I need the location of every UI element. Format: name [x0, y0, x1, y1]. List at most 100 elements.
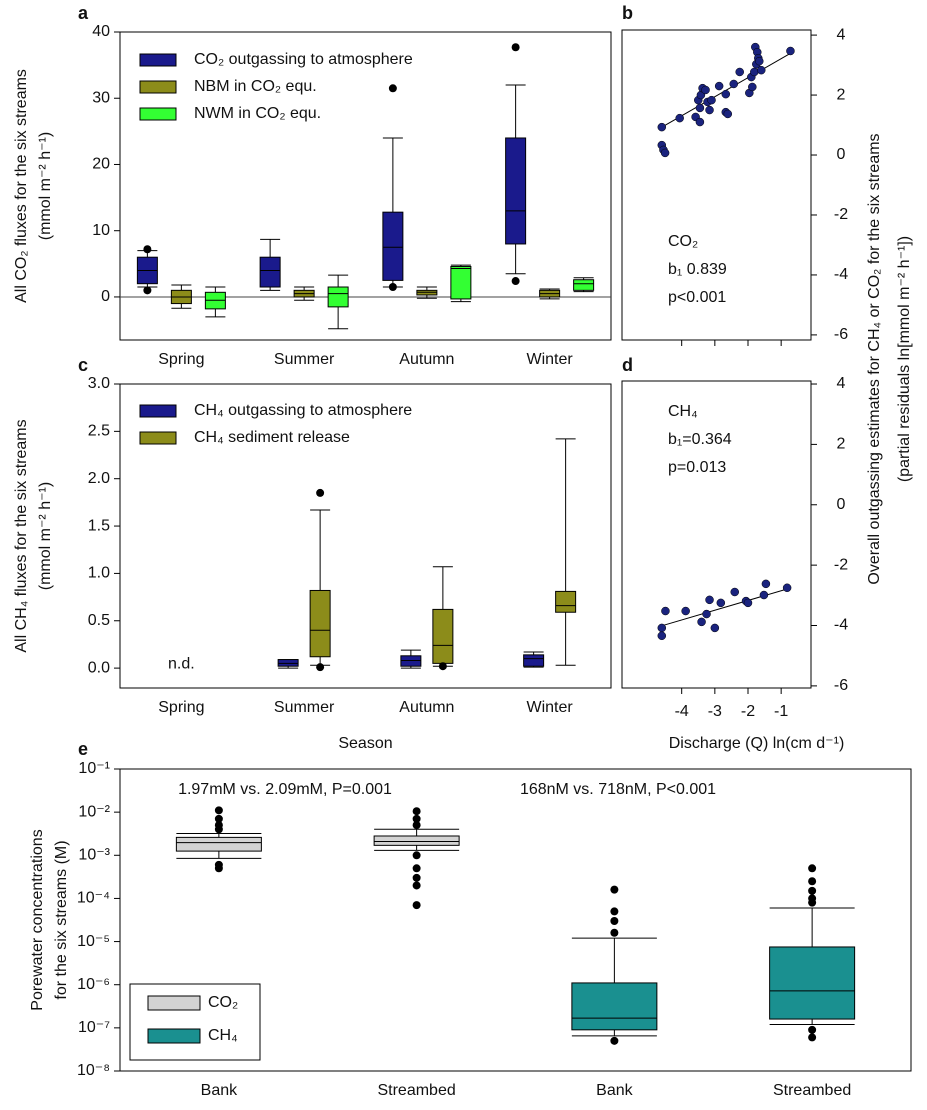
outlier — [316, 488, 325, 497]
y-tick-label: -2 — [834, 206, 848, 223]
x-tick-label: Spring — [158, 699, 204, 716]
x-tick-label: -4 — [675, 703, 689, 720]
x-axis-label: Discharge (Q) ln(cm d⁻¹) — [669, 735, 845, 752]
y-tick-label: 0 — [101, 288, 110, 305]
outlier — [214, 814, 223, 823]
fit-line — [661, 588, 788, 627]
y-tick-label: 2 — [837, 436, 846, 453]
point — [702, 609, 711, 619]
outlier — [214, 806, 223, 815]
plot-frame — [119, 383, 612, 689]
outlier — [808, 886, 817, 895]
box — [523, 654, 545, 667]
point — [657, 631, 667, 641]
legend-label: CO₂ outgassing to atmosphere — [194, 51, 413, 68]
x-tick-label: Spring — [158, 351, 204, 368]
outlier — [214, 864, 223, 873]
y-tick-label: 0 — [837, 496, 846, 513]
y-tick-label: 10⁻⁴ — [77, 890, 110, 907]
y-tick-label: 2.5 — [88, 423, 110, 440]
point — [721, 89, 731, 99]
plot-frame — [119, 768, 912, 1072]
outlier — [412, 851, 421, 860]
outlier — [143, 286, 152, 295]
fit-line — [661, 51, 793, 128]
y-tick-label: 10⁻⁵ — [77, 933, 110, 950]
x-tick-label: Streambed — [377, 1082, 455, 1099]
outlier — [610, 916, 619, 925]
panel-label: c — [78, 355, 88, 375]
y-tick-label: 10⁻¹ — [78, 760, 110, 777]
y-tick-label: 1.0 — [88, 565, 110, 582]
outlier — [808, 877, 817, 886]
legend-label: CH₄ outgassing to atmosphere — [194, 402, 412, 419]
x-tick-label: Autumn — [399, 699, 454, 716]
box — [327, 286, 349, 308]
panel-label: b — [622, 3, 633, 23]
plot-frame — [119, 31, 612, 341]
y-tick-label: 10⁻³ — [78, 847, 110, 864]
outlier — [316, 663, 325, 672]
y-tick-label: -4 — [834, 617, 848, 634]
panel-label: d — [622, 355, 633, 375]
point — [748, 82, 757, 92]
y-axis-label: (mmol m⁻² h⁻¹) — [37, 132, 54, 240]
note: n.d. — [168, 655, 195, 672]
annotation: 1.97mM vs. 2.09mM, P=0.001 — [178, 781, 392, 798]
y-tick-label: 2.0 — [88, 470, 110, 487]
annotation: p<0.001 — [668, 289, 726, 306]
point — [710, 623, 720, 633]
annotation: b₁=0.364 — [668, 431, 732, 448]
point — [675, 113, 684, 123]
legend-label: NBM in CO₂ equ. — [194, 78, 317, 95]
y-tick-label: 30 — [92, 89, 110, 106]
y-tick-label: 10⁻⁷ — [78, 1019, 110, 1036]
box — [555, 590, 577, 613]
legend-swatch — [147, 1028, 201, 1044]
y-tick-label: 10 — [92, 222, 110, 239]
outlier — [808, 894, 817, 903]
point — [714, 81, 724, 91]
point — [695, 103, 705, 113]
point — [743, 598, 753, 608]
outlier — [412, 873, 421, 882]
y-tick-label: 40 — [92, 23, 110, 40]
box — [769, 946, 856, 1020]
legend-label: CH₄ sediment release — [194, 429, 350, 446]
point — [697, 617, 706, 627]
legend-swatch — [139, 80, 177, 94]
point — [660, 148, 670, 158]
y-axis-label: (mmol m⁻² h⁻¹) — [37, 482, 54, 590]
legend-swatch — [139, 431, 177, 445]
legend-swatch — [147, 995, 201, 1011]
y-tick-label: 10⁻⁸ — [77, 1062, 110, 1079]
outlier — [610, 1036, 619, 1045]
point — [750, 67, 759, 77]
point — [723, 109, 733, 119]
legend-label: CH₄ — [208, 1027, 238, 1044]
x-axis-label: Season — [338, 735, 392, 752]
y-axis-label: for the six streams (M) — [53, 840, 70, 999]
point — [730, 587, 739, 597]
point — [755, 56, 764, 66]
outlier — [214, 821, 223, 830]
legend-label: CO₂ — [208, 994, 238, 1011]
outlier — [388, 84, 397, 93]
outlier — [511, 43, 520, 52]
point — [786, 46, 795, 56]
annotation: b₁ 0.839 — [668, 261, 727, 278]
outlier — [511, 277, 520, 286]
legend-swatch — [139, 404, 177, 418]
point — [701, 85, 710, 95]
outlier — [412, 881, 421, 890]
x-tick-label: -3 — [708, 703, 722, 720]
point — [695, 117, 705, 127]
point — [782, 583, 792, 593]
point — [757, 65, 766, 75]
point — [716, 598, 726, 608]
y-axis-label: (partial residuals ln[mmol m⁻² h⁻¹]) — [896, 236, 913, 482]
y-axis-label: Porewater concentrations — [29, 829, 46, 1010]
y-tick-label: -4 — [834, 266, 848, 283]
panel-label: e — [78, 739, 88, 759]
